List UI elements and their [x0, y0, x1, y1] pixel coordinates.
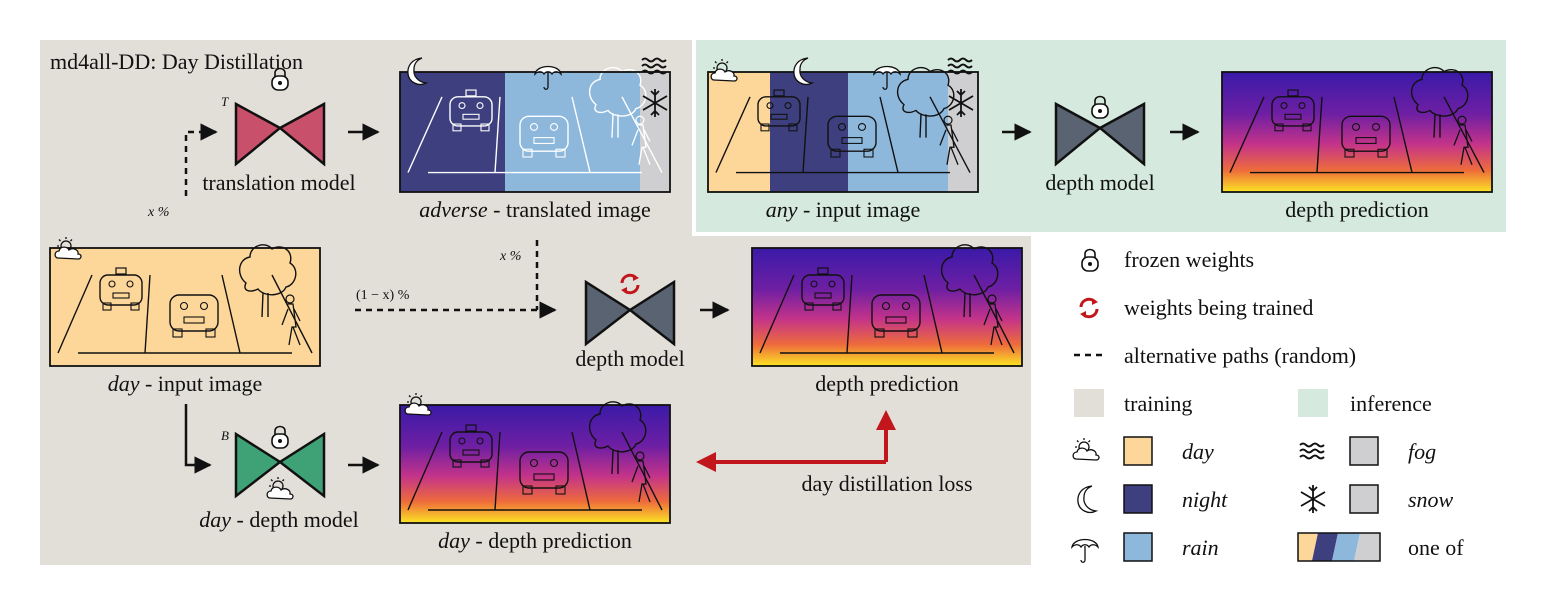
snow-swatch — [1349, 484, 1379, 514]
depth-prediction-image — [751, 244, 1023, 367]
legend-night: night — [1182, 487, 1228, 512]
translation-model-tag: T — [221, 94, 229, 109]
day-swatch — [1123, 436, 1153, 466]
diagram-title: md4all-DD: Day Distillation — [50, 49, 303, 74]
one-minus-x-label: (1 − x) % — [356, 288, 410, 303]
legend-snow: snow — [1408, 487, 1454, 512]
depth-model-inference — [1054, 95, 1146, 167]
day-input-label: day - input image — [108, 371, 263, 396]
legend-inference: inference — [1350, 391, 1432, 416]
x-percent-label-1: x % — [147, 205, 169, 220]
any-input-label: any - input image — [766, 197, 921, 222]
inference-depth-prediction-image — [1221, 66, 1493, 193]
day-input-image — [49, 236, 321, 367]
recycle-icon — [1078, 296, 1100, 320]
fog-icon — [1299, 442, 1325, 460]
lock-icon — [1081, 248, 1099, 272]
one-of-swatch — [1297, 532, 1381, 562]
inference-swatch — [1298, 389, 1328, 417]
legend-alt-paths: alternative paths (random) — [1124, 343, 1356, 368]
depth-prediction-label: depth prediction — [815, 371, 959, 396]
arrow-to-day-depth-model — [184, 404, 212, 474]
any-input-image — [707, 57, 979, 193]
training-panel — [40, 40, 1031, 565]
legend: frozen weights weights being trained alt… — [1071, 247, 1464, 563]
day-depth-model: B — [221, 425, 326, 500]
umbrella-icon — [1071, 538, 1099, 563]
inference-depth-prediction-label: depth prediction — [1285, 197, 1429, 222]
translation-model-label: translation model — [202, 170, 355, 195]
inference-depth-model-label: depth model — [1045, 170, 1154, 195]
day-depth-prediction-image — [399, 392, 671, 524]
day-depth-prediction-label: day - depth prediction — [438, 528, 632, 553]
depth-model-training — [584, 272, 676, 347]
legend-day: day — [1182, 439, 1214, 464]
day-icon — [1072, 437, 1100, 461]
x-percent-label-2: x % — [499, 249, 521, 264]
day-depth-model-label: day - depth model — [199, 507, 358, 532]
rain-swatch — [1123, 532, 1153, 562]
day-depth-model-tag: B — [221, 428, 229, 443]
legend-one-of: one of — [1408, 535, 1464, 560]
snowflake-icon — [1300, 484, 1326, 514]
night-swatch — [1123, 484, 1153, 514]
legend-training-weights: weights being trained — [1124, 295, 1313, 320]
moon-icon — [1077, 485, 1097, 514]
translation-model: T — [221, 67, 326, 167]
fog-swatch — [1349, 436, 1379, 466]
legend-rain: rain — [1182, 535, 1219, 560]
legend-fog: fog — [1408, 439, 1436, 464]
legend-frozen: frozen weights — [1124, 247, 1254, 272]
legend-training: training — [1124, 391, 1192, 416]
depth-model-label: depth model — [575, 346, 684, 371]
adverse-image-label: adverse - translated image — [419, 197, 651, 222]
adverse-translated-image — [399, 57, 671, 193]
loss-label: day distillation loss — [801, 471, 972, 496]
training-swatch — [1074, 389, 1104, 417]
